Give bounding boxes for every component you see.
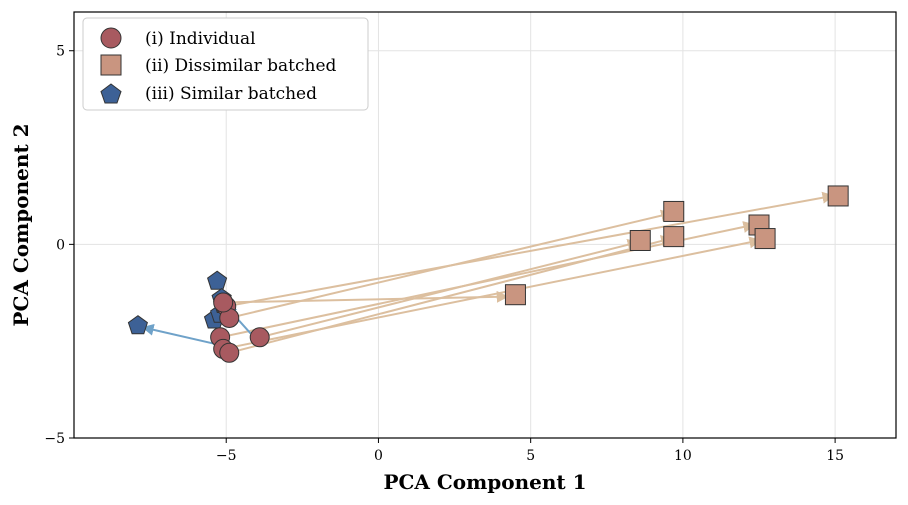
point-individual: [219, 342, 240, 363]
legend-label-individual: (i) Individual: [145, 29, 256, 49]
plot-frame: [73, 11, 897, 439]
arrow-dissimilar: [223, 290, 509, 304]
legend-label-dissimilar: (ii) Dissimilar batched: [145, 56, 337, 76]
y-tick-label: −5: [44, 431, 65, 447]
ticks-layer: −5 0 5 10 15 −5 0 5: [44, 44, 844, 464]
arrow-similar: [141, 323, 221, 347]
point-similar-batched: [127, 315, 148, 335]
legend: (i) Individual (ii) Dissimilar batched (…: [82, 17, 369, 111]
legend-box: [82, 17, 369, 111]
point-dissimilar-batched: [754, 228, 776, 250]
y-tick-label: 5: [56, 44, 65, 60]
y-tick-label: 0: [56, 237, 65, 253]
points-layer: [127, 185, 849, 363]
x-tick-label: 0: [374, 448, 383, 464]
point-dissimilar-batched: [827, 185, 849, 207]
arrow-dissimilar: [229, 235, 674, 354]
point-dissimilar-batched: [629, 229, 651, 251]
legend-marker-similar: [100, 83, 122, 104]
x-tick-label: 10: [674, 448, 692, 464]
x-tick-label: −5: [216, 448, 237, 464]
legend-marker-dissimilar: [100, 54, 122, 76]
legend-marker-individual: [100, 27, 122, 49]
point-dissimilar-batched: [504, 284, 526, 306]
point-dissimilar-batched: [663, 226, 685, 248]
point-individual: [249, 327, 270, 348]
arrow-dissimilar: [226, 191, 835, 308]
y-axis-label: PCA Component 2: [9, 123, 33, 326]
point-dissimilar-batched: [663, 200, 685, 222]
x-tick-label: 5: [526, 448, 535, 464]
x-axis-label: PCA Component 1: [383, 470, 586, 494]
x-tick-label: 15: [826, 448, 844, 464]
legend-label-similar: (iii) Similar batched: [145, 84, 317, 104]
point-individual: [213, 292, 234, 313]
arrow-dissimilar: [259, 238, 640, 339]
point-similar-batched: [207, 270, 228, 290]
arrows-layer: [141, 191, 835, 354]
